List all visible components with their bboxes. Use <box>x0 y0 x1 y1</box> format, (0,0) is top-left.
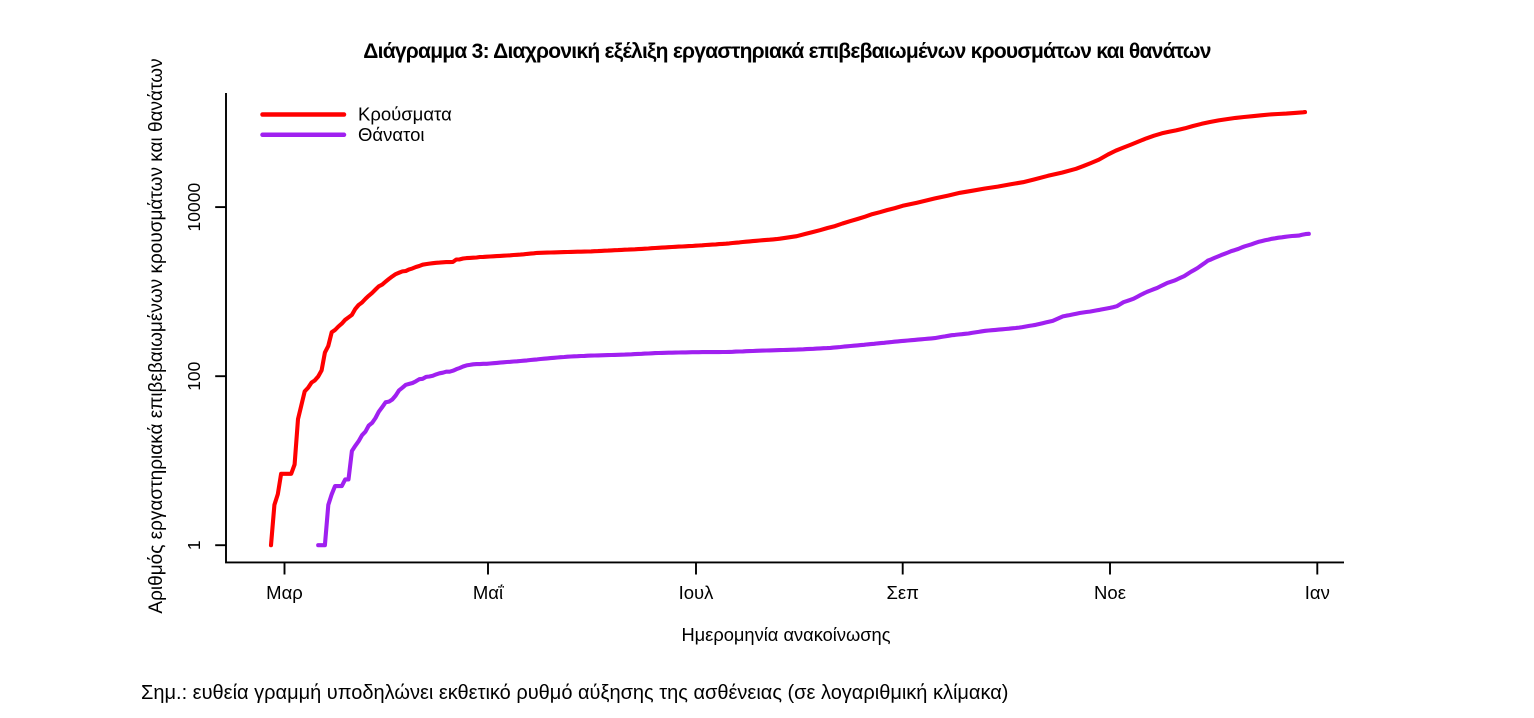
svg-text:Σημ.: ευθεία γραμμή υποδηλώνει: Σημ.: ευθεία γραμμή υποδηλώνει εκθετικό … <box>141 682 1008 704</box>
svg-text:10000: 10000 <box>184 183 204 232</box>
svg-text:Ιαν: Ιαν <box>1305 582 1330 603</box>
svg-text:Αριθμός εργαστηριακά επιβεβαιω: Αριθμός εργαστηριακά επιβεβαιωμένων κρου… <box>146 58 167 613</box>
svg-text:Νοε: Νοε <box>1094 582 1126 603</box>
svg-text:Θάνατοι: Θάνατοι <box>358 124 424 145</box>
svg-text:Κρούσματα: Κρούσματα <box>358 104 452 125</box>
svg-text:Διάγραμμα 3: Διαχρονική εξέλιξ: Διάγραμμα 3: Διαχρονική εξέλιξη εργαστηρ… <box>363 40 1210 63</box>
svg-text:1: 1 <box>184 540 204 550</box>
svg-text:100: 100 <box>184 361 204 390</box>
svg-text:Σεπ: Σεπ <box>886 582 918 603</box>
svg-text:Ημερομηνία ανακοίνωσης: Ημερομηνία ανακοίνωσης <box>681 624 890 645</box>
svg-text:Μαρ: Μαρ <box>266 582 303 603</box>
svg-text:Μαΐ: Μαΐ <box>473 582 504 603</box>
svg-text:Ιουλ: Ιουλ <box>679 582 715 603</box>
